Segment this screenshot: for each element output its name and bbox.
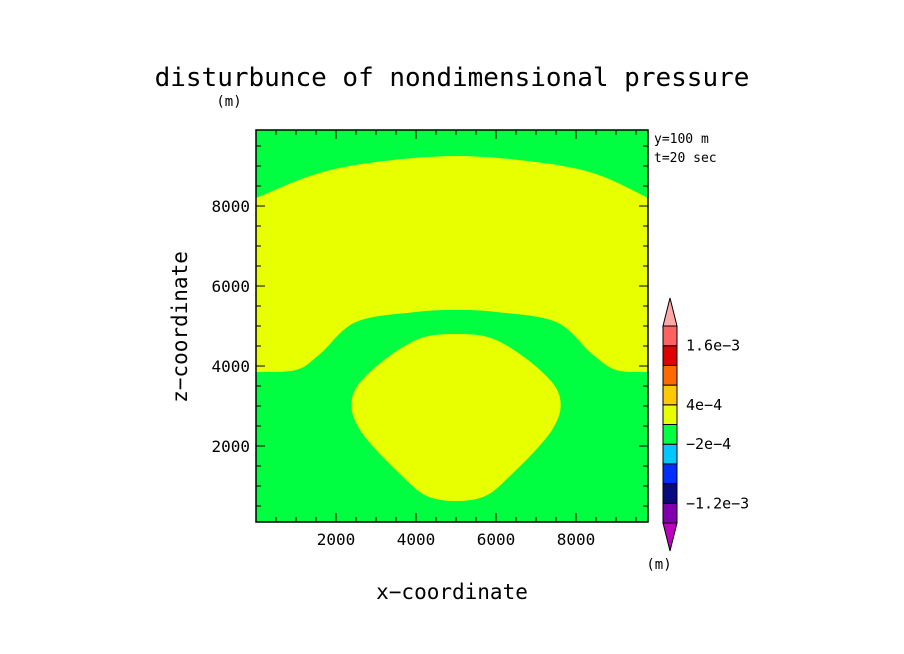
y-axis: 2000 4000 6000 8000 <box>211 145 648 507</box>
colorbar-tick-label: 1.6e−3 <box>686 337 740 355</box>
colorbar-tick-label: 4e−4 <box>686 396 722 414</box>
info-y-value: y=100 m <box>654 132 709 147</box>
x-axis: 2000 4000 6000 8000 <box>275 130 637 549</box>
colorbar-segment <box>662 502 678 524</box>
title-unit: (m) <box>216 94 241 110</box>
colorbar: 1.6e−3 4e−4 −2e−4 −1.2e−3 <box>662 297 749 552</box>
x-tick-label: 8000 <box>557 530 596 549</box>
colorbar-segment <box>662 364 678 386</box>
colorbar-upper-extension <box>662 297 678 327</box>
colorbar-segment <box>662 483 678 504</box>
colorbar-segment <box>662 404 678 425</box>
y-tick-label: 8000 <box>211 197 250 216</box>
x-tick-label: 6000 <box>477 530 516 549</box>
y-tick-label: 6000 <box>211 277 250 296</box>
chart-title: disturbunce of nondimensional pressure <box>155 63 750 93</box>
colorbar-lower-extension <box>662 522 678 552</box>
colorbar-segment <box>662 345 678 366</box>
y-tick-label: 2000 <box>211 437 250 456</box>
colorbar-segment <box>662 463 678 485</box>
y-axis-label: z−coordinate <box>168 251 192 403</box>
colorbar-segment <box>662 424 678 445</box>
colorbar-segment <box>662 443 678 465</box>
x-tick-label: 2000 <box>317 530 356 549</box>
info-time: t=20 sec <box>654 151 717 166</box>
colorbar-tick-label: −2e−4 <box>686 435 731 453</box>
upper-band-region <box>256 156 648 373</box>
central-bubble-region <box>351 334 561 501</box>
colorbar-unit: (m) <box>646 557 671 573</box>
colorbar-tick-label: −1.2e−3 <box>686 494 749 512</box>
colorbar-segment <box>662 384 678 406</box>
y-tick-label: 4000 <box>211 357 250 376</box>
x-tick-label: 4000 <box>397 530 436 549</box>
x-axis-label: x−coordinate <box>376 580 528 604</box>
colorbar-segment <box>662 325 678 347</box>
plot-area <box>255 129 649 523</box>
